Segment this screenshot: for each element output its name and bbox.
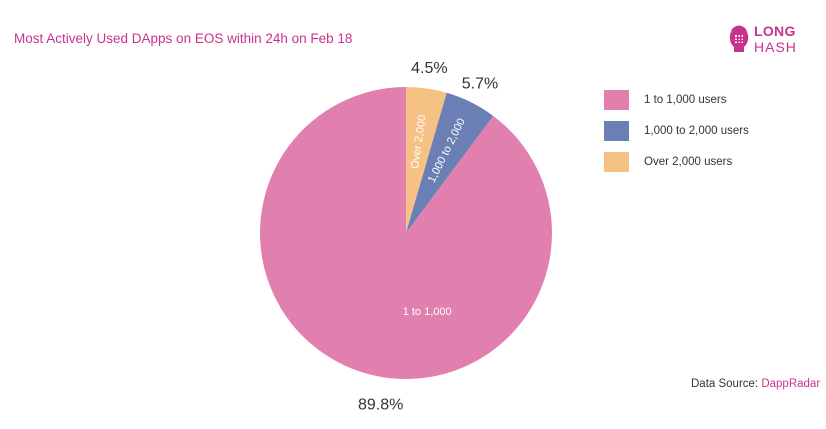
slice-label: 1 to 1,000 [403, 306, 452, 318]
slice-value-label: 5.7% [462, 76, 498, 93]
slice-value-label: 89.8% [358, 396, 403, 413]
chart-legend: 1 to 1,000 users 1,000 to 2,000 users Over… [604, 90, 749, 183]
legend-item: 1,000 to 2,000 users [604, 121, 749, 141]
logo-word-long: LONG [754, 23, 796, 39]
data-source-link[interactable]: DappRadar [761, 378, 821, 390]
longhash-logo-icon [729, 25, 749, 52]
legend-swatch [604, 121, 629, 141]
pie-slice [406, 87, 447, 233]
pie-slice [259, 87, 553, 379]
logo-word-hash: HASH [754, 39, 797, 55]
legend-swatch [604, 152, 629, 172]
legend-item: Over 2,000 users [604, 152, 749, 172]
legend-label: 1 to 1,000 users [644, 94, 727, 106]
pie-slice [406, 92, 494, 233]
legend-label: 1,000 to 2,000 users [644, 125, 749, 137]
slice-value-label: 4.5% [411, 60, 447, 77]
data-source-prefix: Data Source: [691, 378, 762, 390]
longhash-logo: LONG HASH [728, 20, 808, 60]
legend-label: Over 2,000 users [644, 156, 733, 168]
legend-item: 1 to 1,000 users [604, 90, 749, 110]
chart-title: Most Actively Used DApps on EOS within 2… [14, 31, 353, 46]
legend-swatch [604, 90, 629, 110]
data-source: Data Source: DappRadar [691, 378, 820, 390]
